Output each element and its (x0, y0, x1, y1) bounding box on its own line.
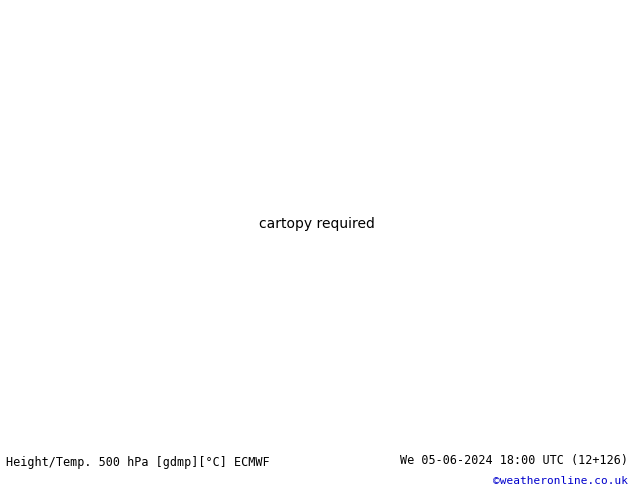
Text: ©weatheronline.co.uk: ©weatheronline.co.uk (493, 476, 628, 486)
Text: We 05-06-2024 18:00 UTC (12+126): We 05-06-2024 18:00 UTC (12+126) (399, 454, 628, 466)
Text: Height/Temp. 500 hPa [gdmp][°C] ECMWF: Height/Temp. 500 hPa [gdmp][°C] ECMWF (6, 456, 270, 469)
Text: cartopy required: cartopy required (259, 217, 375, 231)
